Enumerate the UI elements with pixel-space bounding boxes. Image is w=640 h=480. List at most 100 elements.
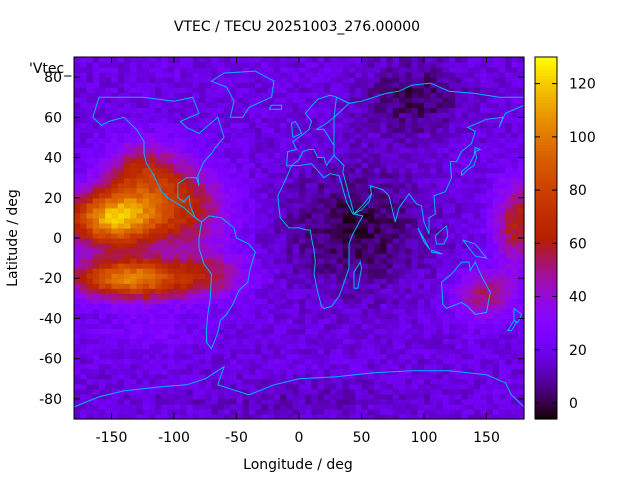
heatmap-cell [380, 288, 388, 294]
heatmap-cell [455, 137, 463, 144]
heatmap-cell [224, 187, 231, 194]
heatmap-cell [367, 373, 375, 380]
heatmap-cell [355, 192, 363, 199]
heatmap-cell [80, 122, 88, 128]
heatmap-cell [392, 112, 400, 118]
heatmap-cell [249, 273, 256, 279]
heatmap-cell [474, 408, 481, 415]
heatmap-cell [324, 338, 331, 345]
heatmap-cell [480, 313, 488, 320]
heatmap-cell [299, 172, 306, 179]
heatmap-cell [461, 77, 469, 83]
heatmap-cell [186, 122, 194, 128]
heatmap-cell [292, 343, 300, 350]
heatmap-cell [192, 217, 200, 224]
heatmap-cell [430, 162, 438, 169]
heatmap-cell [261, 137, 269, 144]
heatmap-cell [111, 217, 119, 224]
heatmap-cell [424, 403, 431, 410]
heatmap-cell [292, 238, 300, 244]
heatmap-cell [436, 323, 444, 330]
heatmap-cell [417, 338, 425, 345]
heatmap-cell [117, 368, 125, 375]
heatmap-cell [124, 102, 131, 108]
heatmap-cell [280, 157, 288, 164]
heatmap-cell [417, 142, 425, 149]
heatmap-cell [286, 147, 294, 154]
heatmap-cell [180, 227, 188, 234]
heatmap-cell [367, 132, 375, 139]
heatmap-cell [261, 333, 269, 340]
heatmap-cell [311, 298, 319, 304]
heatmap-cell [355, 298, 363, 304]
heatmap-cell [492, 167, 500, 174]
heatmap-cell [261, 313, 269, 320]
heatmap-cell [492, 207, 500, 214]
heatmap-cell [492, 313, 500, 320]
heatmap-cell [380, 167, 388, 174]
heatmap-cell [380, 273, 388, 279]
heatmap-cell [330, 167, 338, 174]
heatmap-cell [155, 67, 163, 73]
heatmap-cell [399, 107, 406, 113]
heatmap-cell [236, 258, 244, 264]
heatmap-cell [155, 92, 163, 98]
heatmap-cell [249, 353, 256, 360]
heatmap-cell [386, 303, 394, 309]
heatmap-cell [280, 403, 288, 410]
heatmap-cell [142, 393, 150, 400]
heatmap-cell [99, 313, 106, 320]
heatmap-cell [86, 278, 94, 284]
heatmap-cell [99, 187, 106, 194]
heatmap-cell [180, 82, 188, 88]
heatmap-cell [317, 112, 325, 118]
heatmap-cell [342, 398, 350, 405]
heatmap-cell [192, 107, 200, 113]
heatmap-cell [274, 92, 281, 98]
heatmap-cell [255, 122, 263, 128]
heatmap-cell [324, 243, 331, 249]
heatmap-cell [349, 313, 356, 320]
heatmap-cell [361, 238, 369, 244]
heatmap-cell [86, 273, 94, 279]
heatmap-cell [417, 318, 425, 325]
heatmap-cell [261, 172, 269, 179]
heatmap-cell [467, 82, 475, 88]
heatmap-cell [155, 358, 163, 365]
heatmap-cell [186, 393, 194, 400]
heatmap-cell [374, 303, 381, 309]
heatmap-cell [342, 283, 350, 289]
heatmap-cell [267, 398, 275, 405]
heatmap-cell [124, 157, 131, 164]
heatmap-cell [80, 348, 88, 355]
heatmap-cell [267, 278, 275, 284]
heatmap-cell [205, 97, 213, 103]
heatmap-cell [274, 97, 281, 103]
heatmap-cell [130, 353, 138, 360]
heatmap-cell [436, 187, 444, 194]
heatmap-cell [342, 77, 350, 83]
heatmap-cell [236, 112, 244, 118]
heatmap-cell [267, 353, 275, 360]
heatmap-cell [467, 243, 475, 249]
heatmap-cell [405, 238, 413, 244]
heatmap-cell [386, 298, 394, 304]
heatmap-cell [217, 258, 225, 264]
heatmap-cell [267, 413, 275, 420]
heatmap-cell [180, 308, 188, 315]
heatmap-cell [405, 157, 413, 164]
heatmap-cell [317, 207, 325, 214]
heatmap-cell [330, 217, 338, 224]
heatmap-cell [342, 157, 350, 164]
heatmap-cell [155, 398, 163, 405]
heatmap-cell [280, 278, 288, 284]
heatmap-cell [124, 248, 131, 254]
heatmap-cell [399, 253, 406, 259]
heatmap-cell [480, 222, 488, 229]
heatmap-cell [236, 368, 244, 375]
heatmap-cell [205, 258, 213, 264]
heatmap-cell [242, 222, 250, 229]
heatmap-cell [230, 77, 238, 83]
heatmap-cell [149, 353, 156, 360]
heatmap-cell [342, 62, 350, 68]
